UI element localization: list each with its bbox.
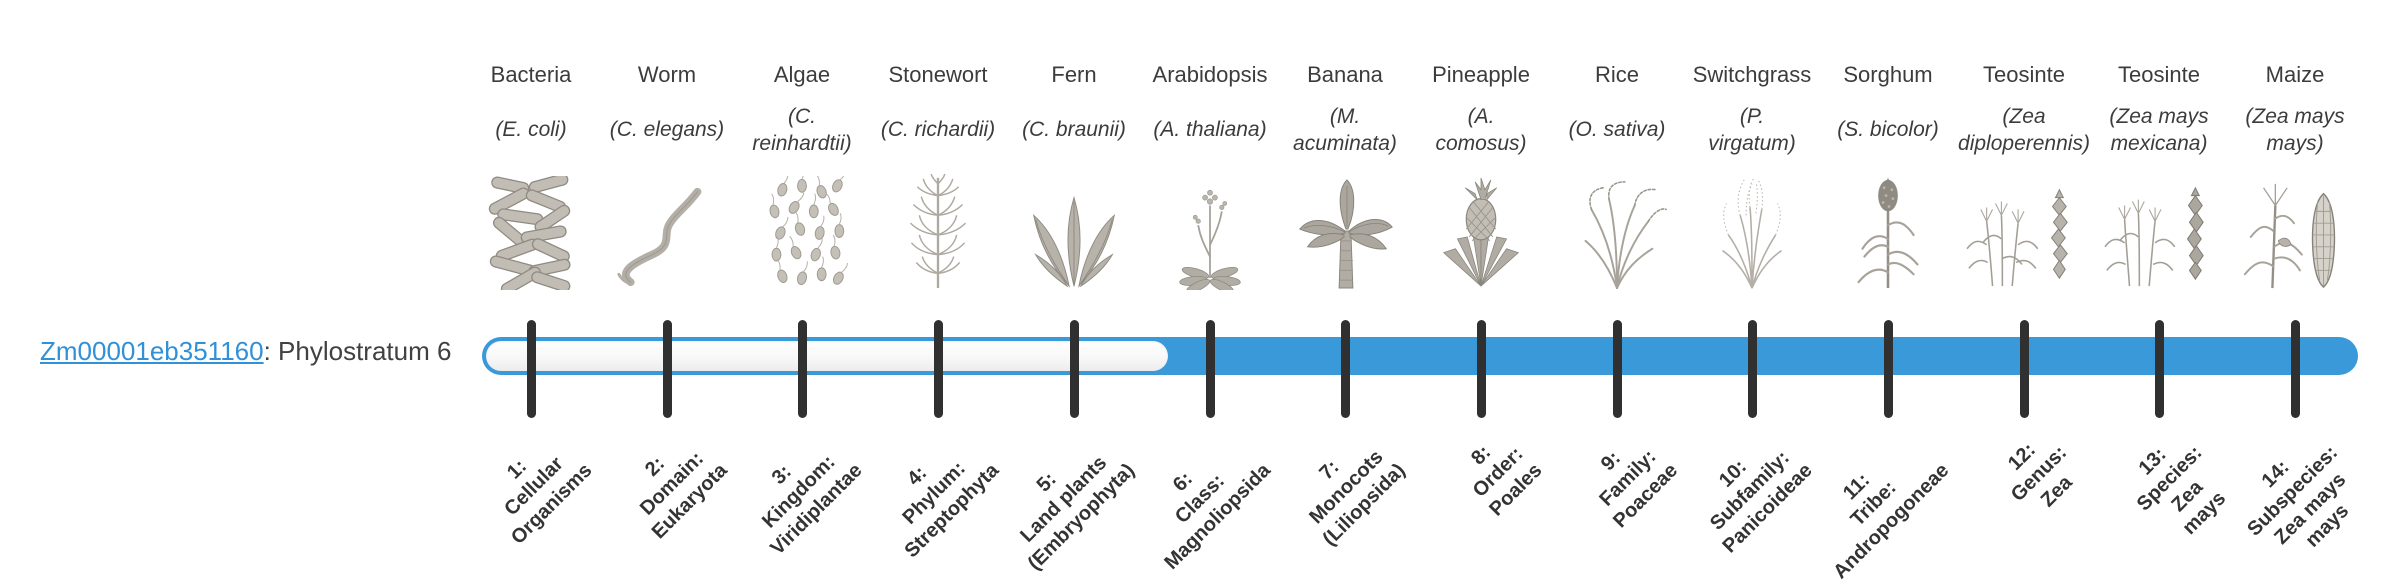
organism-latin-name: (C. reinhardtii): [752, 104, 852, 155]
maize-plant-and-ear-icon: [2227, 170, 2363, 290]
gene-label: Zm00001eb351160: Phylostratum 6: [40, 336, 451, 367]
phylostratum-label: 4: Phylum: Streptophyta: [898, 457, 1003, 562]
taxon-column-fern: Fern (C. braunii) 5: Land plants (Embryo…: [1006, 0, 1142, 580]
phylostratum-label: 12: Genus: Zea: [2004, 438, 2077, 512]
phylostratum-tick: [526, 320, 536, 418]
phylostratum-tick: [1476, 320, 1486, 418]
phylostratum-tick: [797, 320, 807, 418]
organism-latin-name: (M. acuminata): [1293, 104, 1397, 155]
phylostratum-label: 9: Family: Poaceae: [1595, 445, 1682, 533]
phylostratum-bar: [482, 337, 2358, 375]
fern-icon: [1006, 170, 1142, 290]
phylostratum-label: 14: Subspecies: Zea mays mays: [2243, 441, 2354, 552]
bar-unfilled-track: [486, 341, 1168, 371]
taxon-column-banana: Banana (M. acuminata) 7: Monocots (Lilio…: [1277, 0, 1413, 580]
phylostratum-label: 7: Monocots (Liliopsida): [1305, 446, 1410, 551]
phylostratum-label: 8: Order: Poales: [1466, 441, 1546, 521]
organism-latin-name: (C. braunii): [1022, 118, 1126, 142]
organism-common-name: Pineapple: [1432, 62, 1530, 87]
teosinte-plant-and-ear-icon: [1956, 170, 2092, 290]
taxon-column-switchgrass: Switchgrass (P. virgatum) 10: Subfamily: [1684, 0, 1820, 580]
organism-latin-name: (A. comosus): [1435, 104, 1527, 155]
organism-common-name: Algae: [773, 62, 831, 87]
banana-tree-icon: [1277, 170, 1413, 290]
organism-common-name: Teosinte: [1983, 62, 2065, 87]
sorghum-icon: [1820, 170, 1956, 290]
bacteria-icon: [463, 170, 599, 290]
phylostratum-tick: [2019, 320, 2029, 418]
organism-common-name: Maize: [2265, 62, 2325, 87]
organism-latin-name: (O. sativa): [1568, 118, 1666, 142]
rice-plant-icon: [1549, 170, 1685, 290]
phylostratum-label: 6: Class: Magnoliopsida: [1160, 459, 1275, 574]
gene-link[interactable]: Zm00001eb351160: [40, 336, 264, 366]
phylostratum-tick: [662, 320, 672, 418]
taxon-column-worm: Worm (C. elegans) 2: Domain: Eukaryota: [599, 0, 735, 580]
organism-common-name: Fern: [1051, 62, 1097, 87]
arabidopsis-icon: [1142, 170, 1278, 290]
phylostratum-label: 3: Kingdom: Viridiplantae: [758, 451, 867, 560]
organism-common-name: Teosinte: [2118, 62, 2200, 87]
organism-common-name: Sorghum: [1843, 62, 1933, 87]
organism-latin-name: (Zea diploperennis): [1958, 104, 2090, 155]
phylostratum-label: 1: Cellular Organisms: [500, 452, 596, 549]
organism-latin-name: (A. thaliana): [1153, 118, 1267, 142]
taxon-column-bacteria: Bacteria (E. coli) 1: Cellular Organi: [463, 0, 599, 580]
taxon-column-maize: Maize (Zea mays mays): [2227, 0, 2363, 580]
algae-icon: [734, 170, 870, 290]
phylostratum-tick: [1340, 320, 1350, 418]
phylostratum-tick: [1069, 320, 1079, 418]
worm-icon: [599, 170, 735, 290]
organism-latin-name: (Zea mays mexicana): [2109, 104, 2209, 155]
teosinte-plant-and-ear-icon: [2091, 170, 2227, 290]
phylostratum-tick: [1612, 320, 1622, 418]
taxon-column-arabidopsis: Arabidopsis (A. thaliana): [1142, 0, 1278, 580]
phylostratum-tick: [1747, 320, 1757, 418]
taxon-column-sorghum: Sorghum (S. bicolor) 11: Tribe: Andropog…: [1820, 0, 1956, 583]
organism-common-name: Banana: [1307, 62, 1383, 87]
organism-latin-name: (C. richardii): [880, 118, 996, 142]
organism-latin-name: (Zea mays mays): [2245, 104, 2345, 155]
phylostratum-tick: [2290, 320, 2300, 418]
organism-common-name: Bacteria: [490, 62, 572, 87]
organism-common-name: Arabidopsis: [1152, 62, 1268, 87]
taxon-column-rice: Rice (O. sativa) 9: Family: Poaceae: [1549, 0, 1685, 580]
organism-common-name: Worm: [637, 62, 697, 87]
phylostratum-tick: [1883, 320, 1893, 418]
taxon-column-stonewort: Stonewort (C. richardii) 4: Phylum: Stre…: [870, 0, 1006, 580]
organism-common-name: Rice: [1594, 62, 1639, 87]
taxon-column-teosinte-mexicana: Teosinte (Zea mays mexicana): [2091, 0, 2230, 580]
organism-common-name: Switchgrass: [1692, 62, 1812, 87]
phylostratum-label: 10: Subfamily: Panicoideae: [1706, 447, 1817, 558]
phylostratum-label: 5: Land plants (Embryophyta): [1016, 452, 1139, 575]
organism-common-name: Stonewort: [888, 62, 988, 87]
stonewort-icon: [870, 170, 1006, 290]
taxon-column-algae: Algae (C. reinhardtii) 3: Kingdom: Virid…: [734, 0, 870, 580]
organism-latin-name: (S. bicolor): [1837, 118, 1939, 142]
phylostratum-tick: [1205, 320, 1215, 418]
organism-latin-name: (P. virgatum): [1708, 104, 1796, 155]
phylostratum-text: : Phylostratum 6: [263, 336, 452, 366]
organism-latin-name: (E. coli): [495, 118, 567, 142]
taxon-column-teosinte-diploperennis: Teosinte (Zea diploperennis): [1956, 0, 2092, 580]
phylostratum-tick: [933, 320, 943, 418]
pineapple-icon: [1413, 170, 1549, 290]
phylostratum-label: 2: Domain: Eukaryota: [636, 447, 732, 544]
organism-latin-name: (C. elegans): [609, 118, 725, 142]
taxon-column-pineapple: Pineapple (A. comosus): [1413, 0, 1549, 580]
phylostratum-tick: [2154, 320, 2164, 418]
switchgrass-icon: [1684, 170, 1820, 290]
phylostratum-label: 13: Species: Zea mays: [2132, 441, 2230, 540]
